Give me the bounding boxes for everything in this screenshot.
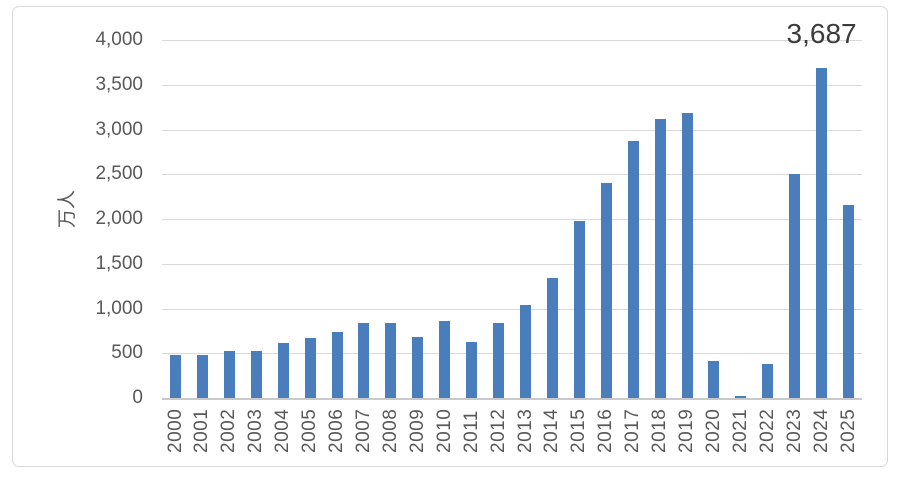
bar-2002 [223, 351, 235, 398]
bar-2014 [546, 278, 558, 398]
xtick-label-2000: 2000 [164, 408, 186, 453]
xtick-label-2003: 2003 [245, 408, 267, 453]
xtick-label-2024: 2024 [810, 408, 832, 453]
gridline-3000 [162, 129, 862, 131]
gridline-2500 [162, 174, 862, 176]
xtick-label-2023: 2023 [783, 408, 805, 453]
xtick-label-2004: 2004 [272, 408, 294, 453]
bar-2012 [493, 323, 504, 398]
bar-2006 [331, 332, 343, 398]
bar-2019 [681, 112, 693, 398]
bar-2007 [358, 323, 370, 398]
xtick-label-2001: 2001 [191, 408, 213, 453]
xtick-label-2013: 2013 [514, 408, 536, 453]
plot-area [162, 40, 862, 400]
ytick-label-3000: 3,000 [95, 118, 143, 140]
ytick-label-3500: 3,500 [95, 73, 143, 95]
ytick-label-0: 0 [132, 387, 143, 408]
bar-2018 [654, 118, 666, 398]
xtick-label-2025: 2025 [837, 408, 859, 453]
bar-2023 [789, 173, 801, 398]
xtick-label-2017: 2017 [622, 408, 644, 453]
ytick-label-2000: 2,000 [95, 208, 143, 229]
xtick-label-2012: 2012 [487, 408, 509, 453]
xtick-label-2011: 2011 [460, 410, 482, 453]
ytick-label-500: 500 [111, 342, 143, 364]
xtick-label-2014: 2014 [541, 408, 563, 453]
x-axis-line [162, 398, 862, 400]
gridline-1000 [162, 308, 862, 310]
bar-2022 [762, 363, 774, 398]
xtick-label-2007: 2007 [352, 408, 374, 453]
ytick-label-1000: 1,000 [95, 297, 143, 319]
bar-2010 [439, 320, 451, 398]
xtick-label-2019: 2019 [676, 408, 697, 453]
bar-2001 [196, 355, 208, 398]
xtick-label-2022: 2022 [756, 408, 778, 453]
bar-2000 [170, 355, 181, 398]
bar-2004 [277, 343, 289, 398]
xtick-label-2018: 2018 [649, 408, 671, 453]
bar-2025 [843, 205, 854, 398]
xtick-label-2009: 2009 [406, 408, 428, 453]
data-label-2024: 3,687 [786, 18, 857, 49]
bar-2021 [735, 395, 747, 398]
xtick-label-2005: 2005 [299, 408, 321, 453]
xtick-label-2016: 2016 [595, 408, 617, 453]
bar-2017 [627, 141, 639, 398]
xtick-label-2008: 2008 [379, 408, 401, 453]
bar-2020 [708, 361, 720, 398]
gridline-500 [162, 353, 862, 355]
ytick-label-4000: 4,000 [95, 29, 143, 50]
chart-frame: 万人 0 500 1,000 1,500 2,000 2,500 3,000 3,500 4,0… [12, 6, 888, 467]
bar-2008 [385, 323, 397, 398]
xtick-label-2010: 2010 [433, 408, 455, 453]
xtick-label-2020: 2020 [702, 408, 724, 453]
gridline-1500 [162, 263, 862, 265]
ytick-label-1500: 1,500 [95, 252, 143, 274]
bar-2013 [520, 305, 531, 398]
xtick-label-2006: 2006 [326, 408, 347, 453]
xtick-label-2002: 2002 [218, 408, 240, 453]
bar-2016 [600, 182, 612, 398]
bar-2011 [466, 342, 478, 398]
xtick-label-2021: 2021 [729, 408, 751, 453]
bar-2024 [816, 68, 828, 398]
xtick-label-2015: 2015 [568, 408, 590, 453]
bar-2003 [250, 351, 262, 398]
bar-2005 [304, 337, 316, 398]
gridline-2000 [162, 219, 862, 220]
gridline-3500 [162, 84, 862, 86]
bar-2009 [412, 337, 424, 398]
bar-2015 [573, 221, 585, 398]
ytick-label-2500: 2,500 [95, 163, 143, 185]
gridline-4000 [162, 40, 862, 41]
